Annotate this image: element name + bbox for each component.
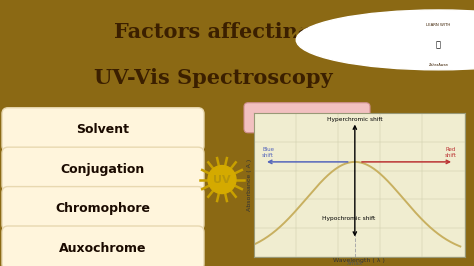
- Text: Blue
shift: Blue shift: [262, 147, 274, 157]
- Text: Auxochrome: Auxochrome: [59, 242, 147, 255]
- FancyBboxPatch shape: [244, 103, 370, 133]
- Y-axis label: Absorbance ( A ): Absorbance ( A ): [247, 159, 252, 211]
- Text: λmax: λmax: [346, 261, 363, 266]
- Text: 🐘: 🐘: [436, 40, 441, 49]
- X-axis label: Wavelength ( λ ): Wavelength ( λ ): [333, 258, 385, 263]
- Text: LEARN WITH: LEARN WITH: [426, 23, 451, 27]
- Circle shape: [296, 10, 474, 70]
- Text: By ZahraAwan: By ZahraAwan: [265, 113, 349, 123]
- FancyBboxPatch shape: [2, 186, 204, 231]
- Text: Chromophore: Chromophore: [55, 202, 151, 215]
- Circle shape: [208, 165, 236, 194]
- Text: UV: UV: [213, 174, 231, 185]
- FancyBboxPatch shape: [2, 108, 204, 152]
- FancyBboxPatch shape: [2, 147, 204, 191]
- Text: Hypochromic shift: Hypochromic shift: [322, 216, 375, 221]
- FancyBboxPatch shape: [2, 226, 204, 266]
- Text: Red
shift: Red shift: [444, 147, 456, 157]
- Text: Factors affecting: Factors affecting: [114, 22, 312, 42]
- Text: Hyperchromic shift: Hyperchromic shift: [327, 117, 383, 122]
- Text: UV-Vis Spectroscopy: UV-Vis Spectroscopy: [94, 68, 333, 88]
- Text: Conjugation: Conjugation: [61, 163, 145, 176]
- Text: ZahraAwan: ZahraAwan: [428, 63, 448, 67]
- Text: Solvent: Solvent: [76, 123, 129, 136]
